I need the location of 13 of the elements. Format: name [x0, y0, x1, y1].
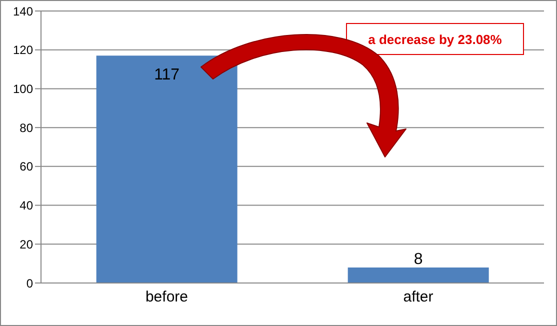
note-box: a decrease by 23.08% — [346, 23, 524, 55]
data-label: 117 — [154, 66, 180, 84]
y-tick-label: 80 — [20, 120, 34, 135]
y-tick-label: 0 — [26, 276, 34, 290]
y-tick-label: 120 — [12, 43, 34, 58]
y-tick-label: 40 — [20, 198, 34, 213]
y-tick-label: 60 — [20, 160, 34, 174]
y-tick-label: 20 — [20, 237, 34, 252]
y-tick-label: 140 — [12, 4, 34, 18]
x-tick-label: after — [403, 288, 434, 306]
y-tick-label: 100 — [12, 82, 34, 96]
data-label: 8 — [414, 251, 423, 268]
x-tick-label: before — [145, 288, 188, 306]
